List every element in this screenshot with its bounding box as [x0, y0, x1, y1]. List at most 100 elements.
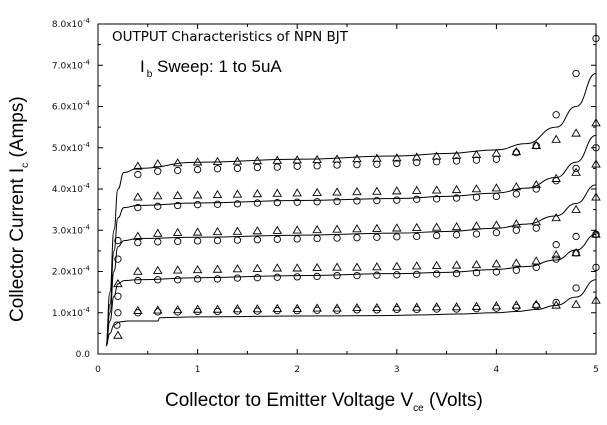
circle-marker: [213, 236, 222, 245]
triangle-marker: [332, 187, 342, 196]
triangle-marker: [491, 301, 502, 310]
circle-marker: [393, 233, 401, 241]
triangle-marker: [312, 154, 322, 163]
x-tick-label: 1: [195, 365, 201, 375]
triangle-marker: [152, 191, 163, 200]
triangle-marker: [212, 156, 223, 166]
triangle-marker: [551, 173, 561, 182]
triangle-marker: [491, 220, 502, 229]
circle-marker: [373, 233, 381, 241]
circle-marker: [452, 194, 461, 202]
fit-curve-3: [105, 184, 597, 347]
triangle-marker: [172, 265, 183, 274]
circle-marker: [333, 234, 341, 242]
triangle-marker: [232, 304, 243, 313]
triangle-marker: [372, 186, 382, 195]
triangle-marker: [392, 153, 402, 162]
triangle-marker: [192, 157, 203, 166]
triangle-marker: [232, 264, 243, 273]
circle-marker: [253, 274, 262, 282]
y-tick-label: 0.0: [76, 350, 91, 360]
triangle-marker: [471, 301, 482, 310]
circle-marker: [492, 192, 501, 201]
triangle-marker: [571, 204, 581, 213]
circle-marker: [253, 199, 262, 207]
circle-marker: [373, 271, 381, 279]
triangle-marker: [352, 262, 362, 271]
circle-marker: [432, 270, 441, 278]
triangle-marker: [192, 227, 203, 236]
chart-title: OUTPUT Characteristics of NPN BJT: [112, 29, 349, 45]
triangle-marker: [411, 152, 422, 161]
circle-marker: [373, 196, 381, 205]
triangle-marker: [571, 299, 581, 308]
triangle-marker: [232, 156, 243, 165]
triangle-marker: [133, 231, 143, 240]
circle-marker: [273, 235, 281, 243]
triangle-marker: [292, 263, 302, 272]
triangle-marker: [531, 179, 542, 189]
circle-marker: [174, 166, 182, 175]
triangle-marker: [551, 300, 561, 309]
circle-marker: [393, 159, 401, 168]
circle-marker: [552, 298, 560, 307]
circle-marker: [113, 321, 121, 329]
circle-marker: [293, 198, 301, 206]
circle-marker: [253, 163, 262, 172]
circle-marker: [572, 69, 580, 78]
triangle-marker: [431, 302, 442, 311]
triangle-marker: [392, 302, 402, 311]
triangle-marker: [212, 227, 223, 236]
circle-marker: [552, 241, 560, 249]
triangle-marker: [332, 224, 342, 233]
triangle-marker: [531, 140, 542, 149]
circle-marker: [213, 275, 222, 283]
circle-marker: [572, 232, 580, 241]
triangle-marker: [352, 302, 362, 312]
circle-marker: [174, 276, 182, 284]
triangle-marker: [511, 146, 522, 156]
triangle-marker: [471, 260, 482, 269]
triangle-marker: [133, 305, 143, 314]
fit-curve-5: [105, 73, 597, 347]
triangle-marker: [352, 224, 362, 233]
triangle-marker: [551, 212, 561, 222]
annotation-rest: Sweep: 1 to 5uA: [152, 57, 282, 76]
circle-marker: [293, 273, 301, 281]
triangle-marker: [152, 158, 163, 168]
triangle-marker: [531, 299, 542, 308]
triangle-marker: [511, 182, 522, 191]
circle-marker: [233, 200, 242, 208]
triangle-marker: [491, 183, 502, 192]
triangle-marker: [272, 188, 283, 197]
triangle-marker: [372, 262, 382, 271]
triangle-marker: [292, 155, 302, 164]
circle-marker: [114, 255, 122, 263]
circle-marker: [154, 202, 162, 210]
triangle-marker: [372, 302, 382, 312]
triangle-marker: [332, 303, 342, 312]
triangle-marker: [133, 266, 143, 275]
circle-marker: [452, 269, 461, 278]
triangle-marker: [411, 302, 422, 311]
x-tick-label: 3: [394, 365, 400, 375]
x-axis-title-main: Collector to Emitter Voltage V: [165, 390, 413, 411]
triangle-marker: [372, 223, 382, 232]
triangle-marker: [252, 304, 263, 313]
circle-marker: [393, 271, 401, 279]
triangle-marker: [172, 227, 183, 236]
circle-marker: [134, 203, 142, 212]
triangle-marker: [272, 263, 283, 272]
circle-marker: [413, 195, 421, 203]
triangle-marker: [172, 304, 183, 314]
circle-marker: [472, 156, 481, 164]
circle-marker: [472, 193, 481, 201]
triangle-marker: [113, 330, 123, 339]
circle-marker: [154, 276, 162, 284]
circle-marker: [114, 309, 122, 317]
triangle-marker: [252, 263, 263, 272]
circle-marker: [313, 234, 321, 243]
circle-marker: [114, 236, 122, 245]
circle-marker: [313, 198, 321, 206]
